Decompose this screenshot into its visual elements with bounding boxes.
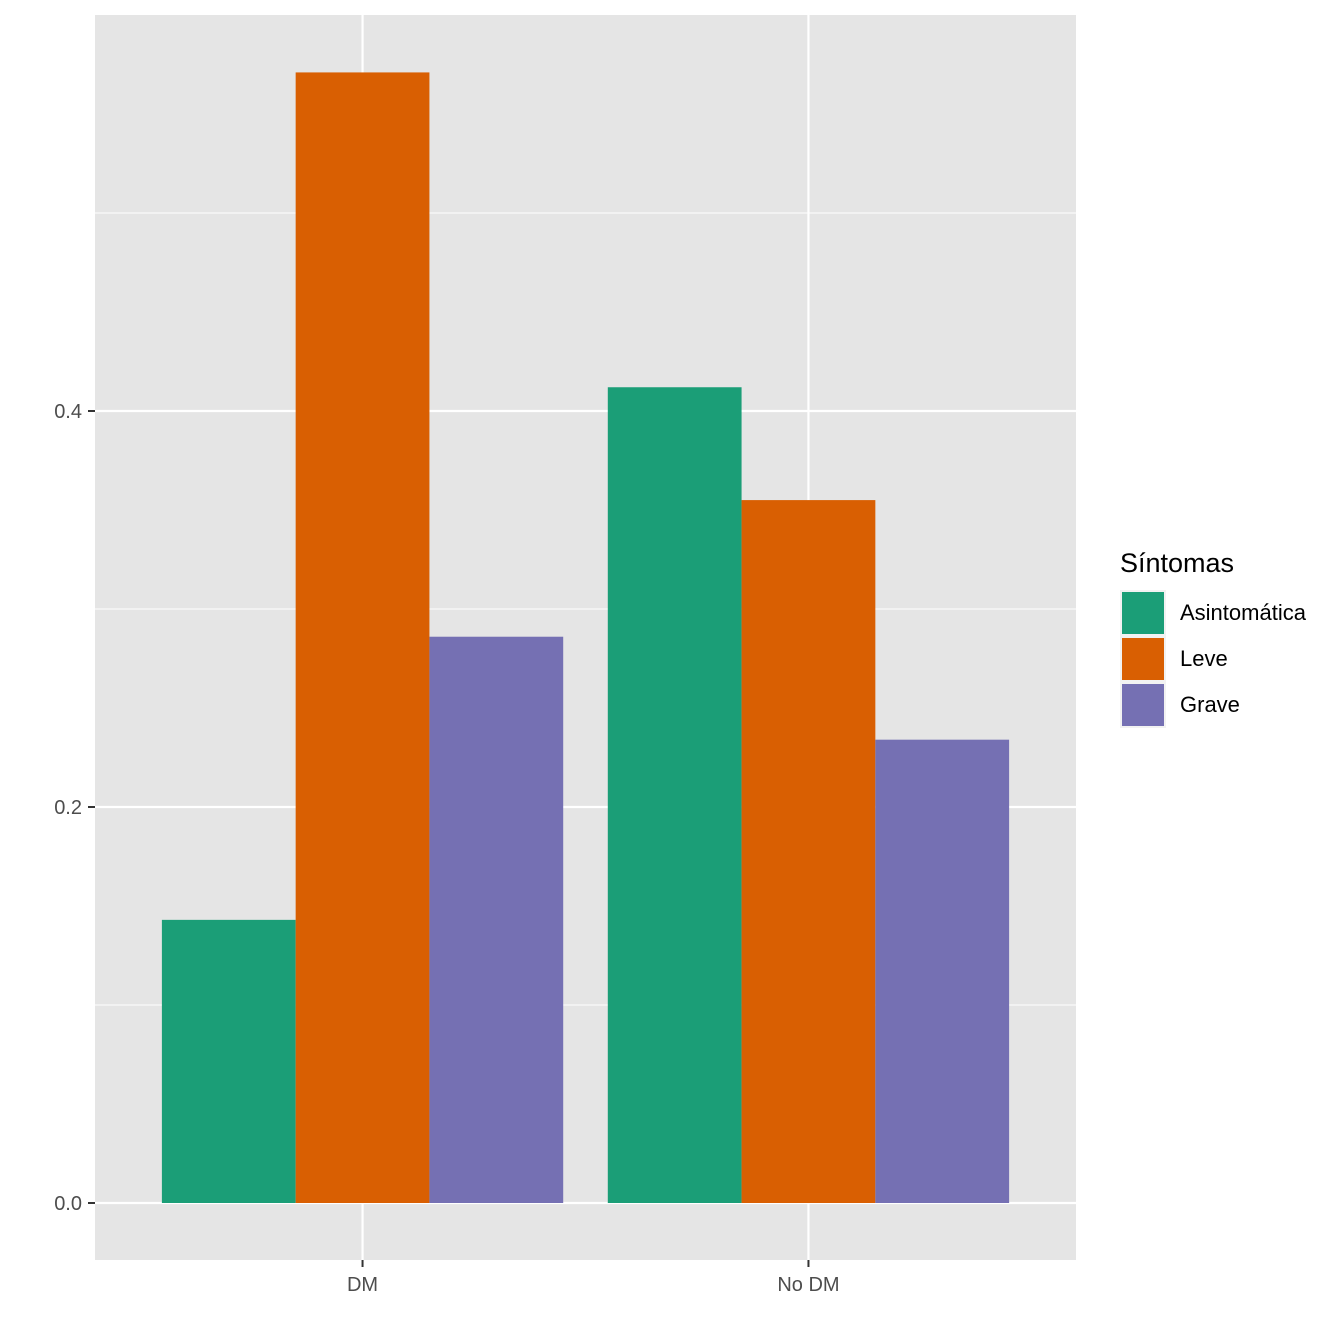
legend: Síntomas Asintomática Leve Grave [1120, 548, 1307, 728]
legend-title: Síntomas [1120, 548, 1234, 578]
legend-swatch [1122, 684, 1164, 726]
x-tick-label: No DM [777, 1274, 839, 1296]
x-axis: DM No DM [347, 1260, 840, 1296]
y-tick-label: 0.0 [54, 1193, 82, 1215]
bar-no-dm-2 [875, 739, 1010, 1203]
bar-dm-2 [429, 636, 564, 1203]
legend-swatch [1122, 638, 1164, 680]
legend-label: Leve [1180, 646, 1228, 671]
x-tick-label: DM [347, 1274, 378, 1296]
legend-label: Grave [1180, 692, 1240, 717]
bar-no-dm-1 [741, 500, 876, 1204]
bar-dm-1 [295, 72, 430, 1203]
bars [161, 72, 1010, 1204]
legend-swatch [1122, 592, 1164, 634]
legend-label: Asintomática [1180, 600, 1307, 625]
y-tick-label: 0.4 [54, 401, 82, 423]
bar-dm-0 [161, 919, 296, 1203]
y-tick-label: 0.2 [54, 797, 82, 819]
bar-no-dm-0 [607, 387, 742, 1203]
y-axis: 0.0 0.2 0.4 [54, 401, 95, 1215]
